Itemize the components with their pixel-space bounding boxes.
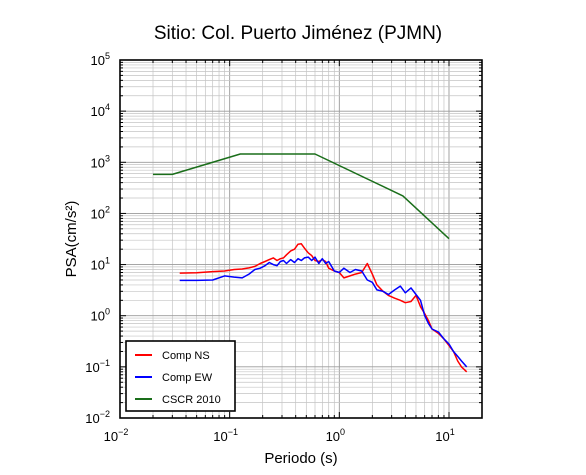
y-tick-label: 101 bbox=[91, 256, 110, 273]
x-tick-label: 10−2 bbox=[104, 427, 129, 444]
y-tick-label: 104 bbox=[91, 102, 110, 119]
series-line-2 bbox=[179, 256, 468, 368]
plot-frame bbox=[119, 59, 483, 419]
legend-label: Comp EW bbox=[162, 372, 213, 384]
y-tick-label: 102 bbox=[91, 204, 110, 221]
x-tick-label: 101 bbox=[435, 427, 454, 444]
plot-lines bbox=[153, 153, 468, 373]
legend: Comp NS Comp EW CSCR 2010 bbox=[125, 340, 236, 412]
y-tick-label: 105 bbox=[91, 51, 110, 68]
y-tick-label: 10−1 bbox=[85, 358, 110, 375]
x-tick-label: 10−1 bbox=[213, 427, 238, 444]
y-tick-label: 100 bbox=[91, 307, 110, 324]
y-tick-label: 10−2 bbox=[85, 409, 110, 426]
x-tick-labels: 10−2 10−1 100 101 bbox=[104, 427, 455, 444]
legend-label: CSCR 2010 bbox=[162, 394, 221, 406]
tick-marks bbox=[119, 59, 483, 419]
grid bbox=[119, 59, 483, 419]
chart-title: Sitio: Col. Puerto Jiménez (PJMN) bbox=[154, 23, 442, 44]
y-tick-label: 103 bbox=[91, 153, 110, 170]
series-line-3 bbox=[153, 153, 450, 240]
y-tick-labels: 10−2 10−1 100 101 102 103 104 105 bbox=[85, 51, 110, 426]
legend-label: Comp NS bbox=[162, 350, 210, 362]
y-axis-label: PSA(cm/s²) bbox=[63, 201, 80, 278]
x-axis-label: Periodo (s) bbox=[264, 450, 337, 467]
x-tick-label: 100 bbox=[326, 427, 345, 444]
